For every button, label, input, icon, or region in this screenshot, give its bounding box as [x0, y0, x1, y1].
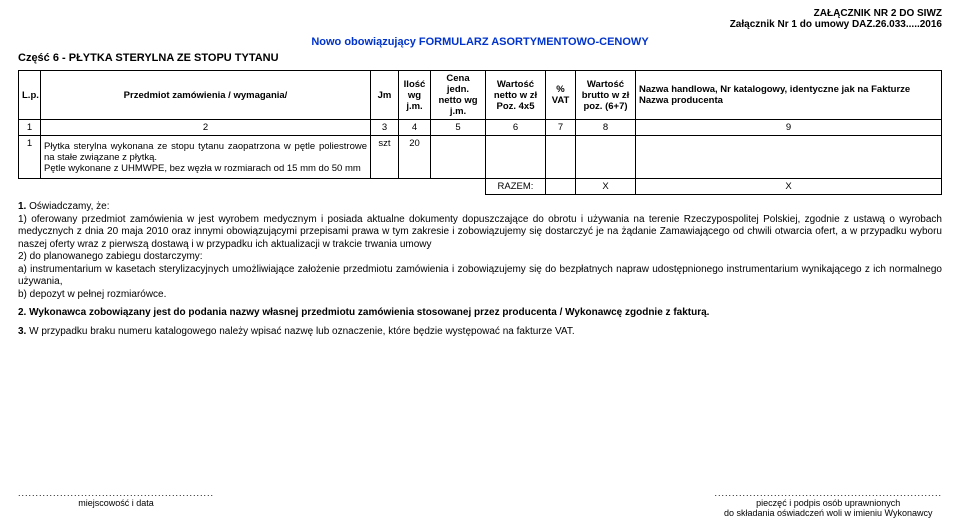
document-title: Nowo obowiązujący FORMULARZ ASORTYMENTOW…	[18, 36, 942, 48]
table-row: 1 Płytka sterylna wykonana ze stopu tyta…	[19, 136, 942, 179]
cell-wbrutto	[576, 136, 636, 179]
p2-text: Wykonawca zobowiązany jest do podania na…	[26, 307, 709, 318]
sig-right-line1: pieczęć i podpis osób uprawnionych	[756, 498, 900, 508]
sig-left-label: miejscowość i data	[78, 498, 154, 508]
th-wbrutto: Wartość brutto w zł poz. (6+7)	[576, 71, 636, 120]
num-2: 2	[41, 120, 371, 136]
razem-x1: X	[576, 179, 636, 195]
cell-vat	[546, 136, 576, 179]
razem-x2: X	[636, 179, 942, 195]
table-number-row: 1 2 3 4 5 6 7 8 9	[19, 120, 942, 136]
cell-ilosc: 20	[399, 136, 431, 179]
num-6: 6	[486, 120, 546, 136]
sig-right-line2: do składania oświadczeń woli w imieniu W…	[724, 508, 933, 518]
th-jm: Jm	[371, 71, 399, 120]
th-vat: % VAT	[546, 71, 576, 120]
declaration-paragraph-2: 2. Wykonawca zobowiązany jest do podania…	[18, 307, 942, 320]
th-lp: L.p.	[19, 71, 41, 120]
num-8: 8	[576, 120, 636, 136]
table-header-row: L.p. Przedmiot zamówienia / wymagania/ J…	[19, 71, 942, 120]
th-nazwa: Nazwa handlowa, Nr katalogowy, identyczn…	[636, 71, 942, 120]
p1-intro: Oświadczamy, że:	[26, 201, 109, 212]
header-line2: Załącznik Nr 1 do umowy DAZ.26.033.....2…	[18, 19, 942, 30]
sig-right-dots: ........................................…	[714, 488, 942, 498]
signature-left: ........................................…	[18, 488, 214, 518]
attachment-header: ZAŁĄCZNIK NR 2 DO SIWZ Załącznik Nr 1 do…	[18, 8, 942, 30]
cell-jm: szt	[371, 136, 399, 179]
sig-left-dots: ........................................…	[18, 488, 214, 498]
num-9: 9	[636, 120, 942, 136]
signature-right: ........................................…	[714, 488, 942, 518]
num-7: 7	[546, 120, 576, 136]
num-5: 5	[431, 120, 486, 136]
declaration-paragraph-3: 3. W przypadku braku numeru katalogowego…	[18, 326, 942, 339]
cell-wnetto	[486, 136, 546, 179]
th-desc: Przedmiot zamówienia / wymagania/	[41, 71, 371, 120]
th-cena: Cena jedn. netto wg j.m.	[431, 71, 486, 120]
cell-cena	[431, 136, 486, 179]
price-table: L.p. Przedmiot zamówienia / wymagania/ J…	[18, 70, 942, 195]
signature-row: ........................................…	[18, 488, 942, 518]
th-ilosc: Ilość wg j.m.	[399, 71, 431, 120]
declaration-paragraph-1: 1. Oświadczamy, że: 1) oferowany przedmi…	[18, 201, 942, 301]
table-total-row: RAZEM: X X	[19, 179, 942, 195]
header-line1: ZAŁĄCZNIK NR 2 DO SIWZ	[18, 8, 942, 19]
num-1: 1	[19, 120, 41, 136]
cell-nazwa	[636, 136, 942, 179]
razem-label: RAZEM:	[486, 179, 546, 195]
num-3: 3	[371, 120, 399, 136]
th-wnetto: Wartość netto w zł Poz. 4x5	[486, 71, 546, 120]
p1-body: 1) oferowany przedmiot zamówienia w jest…	[18, 214, 942, 300]
num-4: 4	[399, 120, 431, 136]
cell-lp: 1	[19, 136, 41, 179]
cell-desc: Płytka sterylna wykonana ze stopu tytanu…	[41, 136, 371, 179]
p3-text: W przypadku braku numeru katalogowego na…	[26, 326, 574, 337]
section-subtitle: Część 6 - PŁYTKA STERYLNA ZE STOPU TYTAN…	[18, 52, 942, 64]
